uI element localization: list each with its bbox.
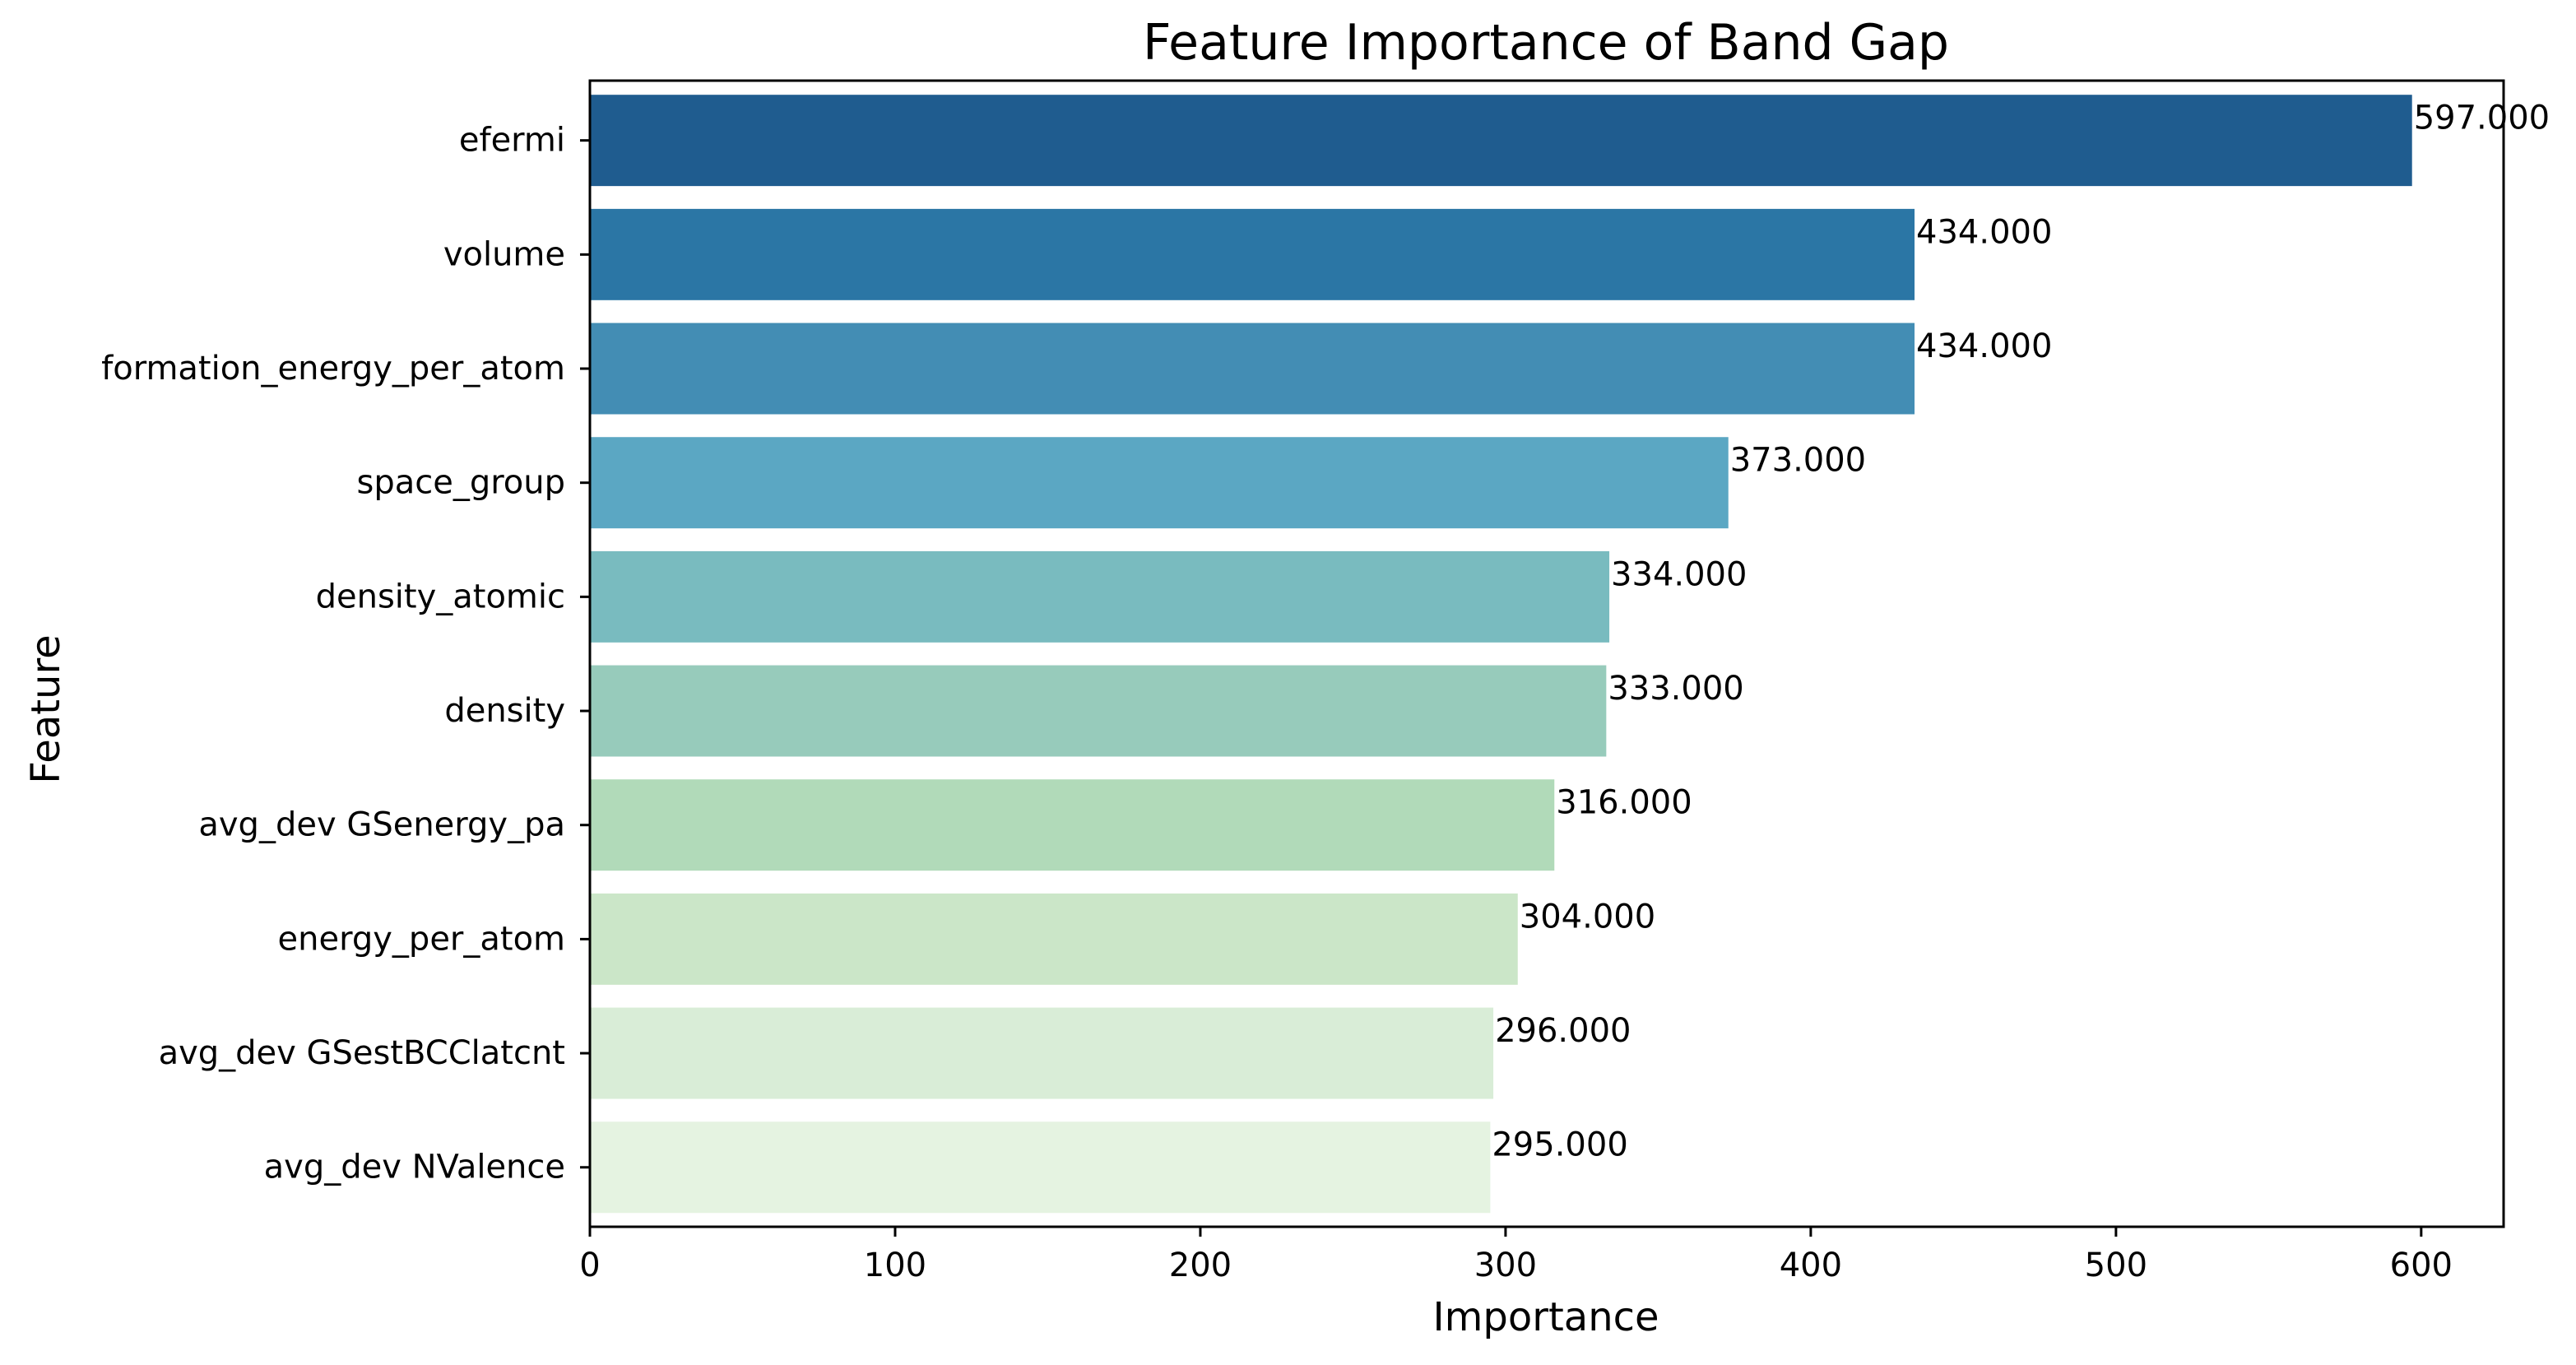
y-tick-label: formation_energy_per_atom <box>101 350 565 388</box>
value-label-layer: 597.000 434.000 434.000 373.000 334.000 333.0… <box>1492 100 2550 1164</box>
y-tick-label: avg_dev GSestBCClatcnt <box>159 1034 565 1072</box>
x-tick-label: 100 <box>864 1247 926 1284</box>
y-tick-label: avg_dev NValence <box>264 1149 565 1186</box>
bar-avg-dev-nvalence <box>590 1121 1491 1214</box>
y-tick-layer: efermi volume formation_energy_per_atomspa… <box>101 122 590 1186</box>
bar-energy-per-atom <box>590 893 1518 985</box>
value-label: 304.000 <box>1520 898 1655 936</box>
bar-space-group <box>590 437 1729 529</box>
value-label: 434.000 <box>1916 327 2052 365</box>
value-label: 333.000 <box>1608 670 1743 708</box>
bar-density-atomic <box>590 550 1610 643</box>
y-tick-label: efermi <box>459 122 565 160</box>
x-tick-label: 0 <box>579 1247 600 1284</box>
bar-avg-dev-gsestbcclatcnt <box>590 1007 1494 1099</box>
y-tick-label: volume <box>443 235 565 273</box>
x-tick-label: 400 <box>1780 1247 1842 1284</box>
x-axis-label: Importance <box>1432 1294 1659 1340</box>
value-label: 295.000 <box>1492 1126 1627 1164</box>
value-label: 373.000 <box>1730 442 1866 480</box>
y-tick-label: density_atomic <box>316 578 565 615</box>
bar-formation-energy-per-atom <box>590 323 1915 415</box>
y-axis-label: Feature <box>23 634 69 783</box>
bar-avg-dev-gsenergy-pa <box>590 779 1555 871</box>
value-label: 334.000 <box>1611 555 1747 593</box>
bar-density <box>590 665 1607 757</box>
x-tick-label: 200 <box>1169 1247 1232 1284</box>
value-label: 316.000 <box>1556 784 1692 822</box>
x-tick-label: 600 <box>2390 1247 2453 1284</box>
y-tick-label: energy_per_atom <box>278 920 565 958</box>
value-label: 434.000 <box>1916 213 2052 251</box>
bar-efermi <box>590 95 2412 187</box>
y-tick-label: avg_dev GSenergy_pa <box>198 806 565 844</box>
plot-frame <box>588 79 2505 1228</box>
value-label: 296.000 <box>1495 1012 1631 1050</box>
y-tick-label: space_group <box>356 464 565 502</box>
value-label: 597.000 <box>2414 100 2550 137</box>
bars-layer <box>590 95 2412 1214</box>
x-tick-label: 300 <box>1474 1247 1537 1284</box>
x-tick-layer: 0 100 200 300 400 500 600 <box>579 1227 2453 1284</box>
bar-volume <box>590 208 1915 300</box>
y-tick-label: density <box>444 692 565 730</box>
x-tick-label: 500 <box>2085 1247 2147 1284</box>
chart-title: Feature Importance of Band Gap <box>1143 14 1949 72</box>
